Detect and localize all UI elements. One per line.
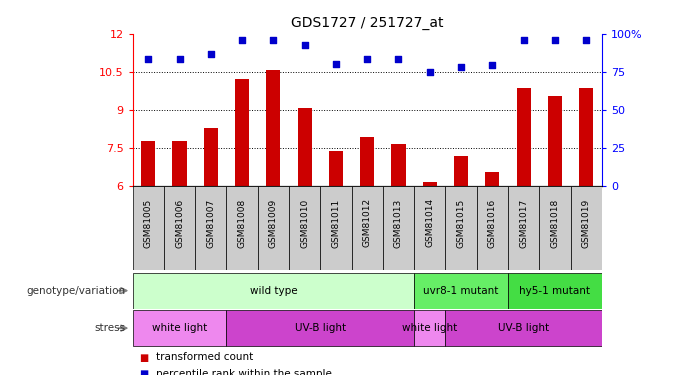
Bar [414,186,445,270]
Bar [423,182,437,186]
Bar [414,273,508,309]
Text: GSM81013: GSM81013 [394,198,403,248]
Bar [454,156,468,186]
Point [581,37,592,43]
Text: wild type: wild type [250,286,297,296]
Bar [267,70,280,186]
Point [362,56,373,62]
Bar [508,273,602,309]
Text: GSM81015: GSM81015 [456,198,466,248]
Text: white light: white light [402,323,458,333]
Point [205,51,216,57]
Bar [320,186,352,270]
Bar [392,144,405,186]
Text: stress: stress [95,323,126,333]
Text: GSM81018: GSM81018 [550,198,560,248]
Bar [258,186,289,270]
Text: uvr8-1 mutant: uvr8-1 mutant [424,286,498,296]
Bar [360,137,374,186]
Point [518,37,529,43]
Point [237,37,248,43]
Bar [226,186,258,270]
Text: genotype/variation: genotype/variation [27,286,126,296]
Text: GSM81011: GSM81011 [331,198,341,248]
Text: GSM81005: GSM81005 [143,198,153,248]
Bar [133,273,414,309]
Text: GSM81006: GSM81006 [175,198,184,248]
Bar [539,186,571,270]
Text: UV-B light: UV-B light [498,323,549,333]
Bar [204,128,218,186]
Point [424,69,435,75]
Bar [133,186,164,270]
Bar [548,96,562,186]
Bar [508,186,539,270]
Text: ■: ■ [139,352,149,363]
Bar [226,310,414,346]
Text: UV-B light: UV-B light [294,323,346,333]
Bar [289,186,320,270]
Bar [414,310,445,346]
Text: GSM81014: GSM81014 [425,198,435,248]
Point [143,56,154,62]
Text: GSM81009: GSM81009 [269,198,278,248]
Bar [141,141,155,186]
Text: percentile rank within the sample: percentile rank within the sample [156,369,333,375]
Bar [195,186,226,270]
Text: GSM81008: GSM81008 [237,198,247,248]
Point [487,62,498,68]
Bar [298,108,311,186]
Point [174,56,185,62]
Bar [579,88,593,186]
Bar [133,310,226,346]
Text: GSM81012: GSM81012 [362,198,372,248]
Text: transformed count: transformed count [156,352,254,363]
Bar [164,186,195,270]
Text: GSM81010: GSM81010 [300,198,309,248]
Text: ■: ■ [139,369,149,375]
Text: GSM81017: GSM81017 [519,198,528,248]
Point [268,37,279,43]
Bar [486,172,499,186]
Bar [329,152,343,186]
Point [330,61,341,67]
Bar [445,186,477,270]
Bar [445,310,602,346]
Point [393,56,404,62]
Bar [352,186,383,270]
Point [456,64,466,70]
Bar [477,186,508,270]
Text: GSM81019: GSM81019 [581,198,591,248]
Bar [173,141,186,186]
Bar [571,186,602,270]
Bar [235,80,249,186]
Text: GSM81007: GSM81007 [206,198,216,248]
Point [549,37,560,43]
Title: GDS1727 / 251727_at: GDS1727 / 251727_at [291,16,443,30]
Bar [517,88,530,186]
Text: GSM81016: GSM81016 [488,198,497,248]
Text: white light: white light [152,323,207,333]
Bar [383,186,414,270]
Text: hy5-1 mutant: hy5-1 mutant [520,286,590,296]
Point [299,42,310,48]
